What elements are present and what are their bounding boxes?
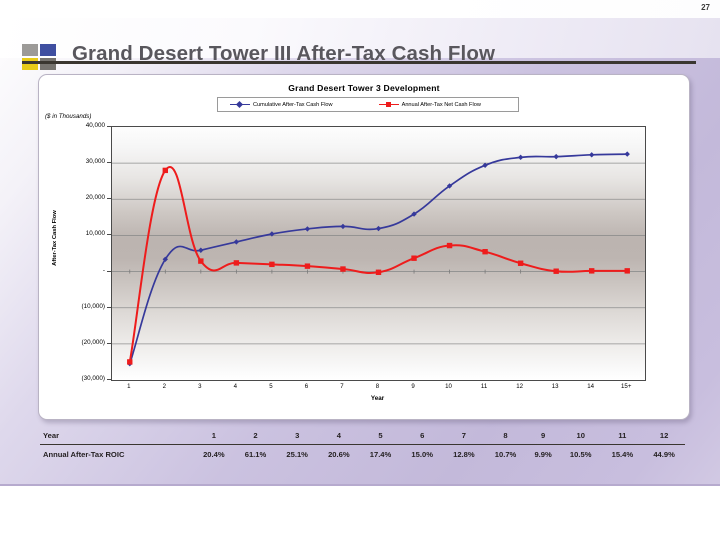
x-axis-tick-label: 10 [445,383,452,390]
footer-divider [0,484,720,486]
table-header-cell: 3 [295,431,300,440]
table-row-label-roic: Annual After-Tax ROIC [43,450,125,459]
table-header-cell: 12 [659,431,669,440]
y-axis-tick [107,306,111,308]
table-header-cell: 10 [576,431,585,440]
y-axis-tick-label: 30,000 [85,158,105,166]
x-axis-tick-label: 13 [551,383,559,390]
x-axis-tick-label: 8 [375,383,380,390]
logo-squares-icon [22,44,56,70]
table-header-cell: 9 [541,431,546,440]
page-title: Grand Desert Tower III After-Tax Cash Fl… [72,42,496,65]
chart-svg [112,151,645,367]
table-cell-roic: 10.7% [494,450,517,459]
y-axis-tick-label: 20,000 [85,194,105,202]
table-header-cell: 2 [253,431,258,440]
x-axis-title: Year [370,395,385,402]
table-cell-roic: 25.1% [286,450,308,459]
x-axis-tick-label: 6 [304,383,309,390]
table-header-year: Year [43,431,60,440]
logo-square-bottom-right [40,58,56,70]
y-axis-tick [107,270,111,272]
chart-title: Grand Desert Tower 3 Development [288,83,440,93]
title-area: Grand Desert Tower III After-Tax Cash Fl… [0,18,720,70]
plot-area [111,126,646,381]
x-axis-tick-label: 3 [198,383,202,390]
x-axis-tick-label: 2 [162,383,166,390]
table-cell-roic: 20.6% [328,450,350,459]
table-cell-roic: 15.4% [611,450,634,459]
chart-units-note: ($ in Thousands) [45,113,92,120]
table-header-cell: 4 [336,431,341,440]
x-axis-tick-label: 15+ [621,383,632,390]
top-band [0,0,720,18]
table-cell-roic: 15.0% [411,450,433,459]
table-cell-roic: 17.4% [369,450,392,459]
x-axis-tick-label: 14 [587,383,595,390]
legend-item-cumulative: Cumulative After-Tax Cash Flow [230,100,333,109]
table-header-cell: 5 [378,431,383,440]
legend-label-annual: Annual After-Tax Net Cash Flow [401,101,481,108]
x-axis-tick-label: 11 [480,383,488,390]
roic-table-element: Year 1 2 3 4 5 6 7 8 9 10 11 12 Annual After-Tax ROIC… [40,428,685,462]
y-axis-tick-label: (10,000) [81,302,105,310]
table-header-cell: 7 [461,431,466,440]
table-header-cell: 1 [211,431,216,440]
table-row: Annual After-Tax ROIC 20.4% 61.1% 25.1% 20.6… [40,445,685,463]
legend-item-annual: Annual After-Tax Net Cash Flow [378,101,481,108]
table-cell-roic: 9.9% [534,450,552,459]
x-axis-tick-label: 12 [516,383,524,390]
page-number: 27 [701,3,710,12]
y-axis-tick [107,379,111,380]
chart-panel: Grand Desert Tower 3 Development Cumulat… [38,74,690,420]
y-axis-tick [107,126,111,127]
logo-square-bottom-left [22,58,38,70]
table-cell-roic: 44.9% [653,450,675,459]
y-axis-tick [107,198,111,200]
x-axis-tick-label: 5 [269,383,273,390]
table-header-cell: 11 [618,431,627,440]
x-axis-tick-label: 1 [127,383,131,390]
x-axis-tick-label: 4 [233,383,238,390]
table-row: Year 1 2 3 4 5 6 7 8 9 10 11 12 [40,428,685,445]
table-cell-roic: 10.5% [569,450,592,459]
table-header-cell: 6 [420,431,425,440]
y-axis-tick-label: - [102,266,105,274]
x-axis-tick-label: 9 [411,383,415,390]
y-axis-tick [107,234,111,236]
y-axis-tick [107,342,111,344]
legend-swatch-blue-diamond-icon [230,100,250,109]
footer: WYNDHAM W O R L D W I D E For every kind… [0,486,720,540]
logo-square-top-left [22,44,38,56]
legend-swatch-red-square-icon [378,102,399,108]
table-header-cell: 8 [503,431,508,440]
y-axis-tick-label: 10,000 [85,230,105,238]
table-cell-roic: 12.8% [453,450,475,459]
legend-label-cumulative: Cumulative After-Tax Cash Flow [253,101,333,108]
y-axis-tick [107,162,111,164]
series-annual [127,166,630,365]
title-divider [22,61,696,64]
y-axis-tick-label: (20,000) [81,338,105,346]
table-cell-roic: 61.1% [244,450,267,459]
y-axis-tick-label: (30,000) [81,375,105,382]
y-axis-tick-label: 40,000 [85,122,105,129]
table-cell-roic: 20.4% [203,450,225,459]
logo-square-top-right [40,44,56,56]
x-axis-tick-label: 7 [340,383,344,390]
chart-legend: Cumulative After-Tax Cash Flow Annual Af… [217,97,519,112]
roic-table: Year 1 2 3 4 5 6 7 8 9 10 11 12 Annual After-Tax ROIC… [40,428,685,462]
